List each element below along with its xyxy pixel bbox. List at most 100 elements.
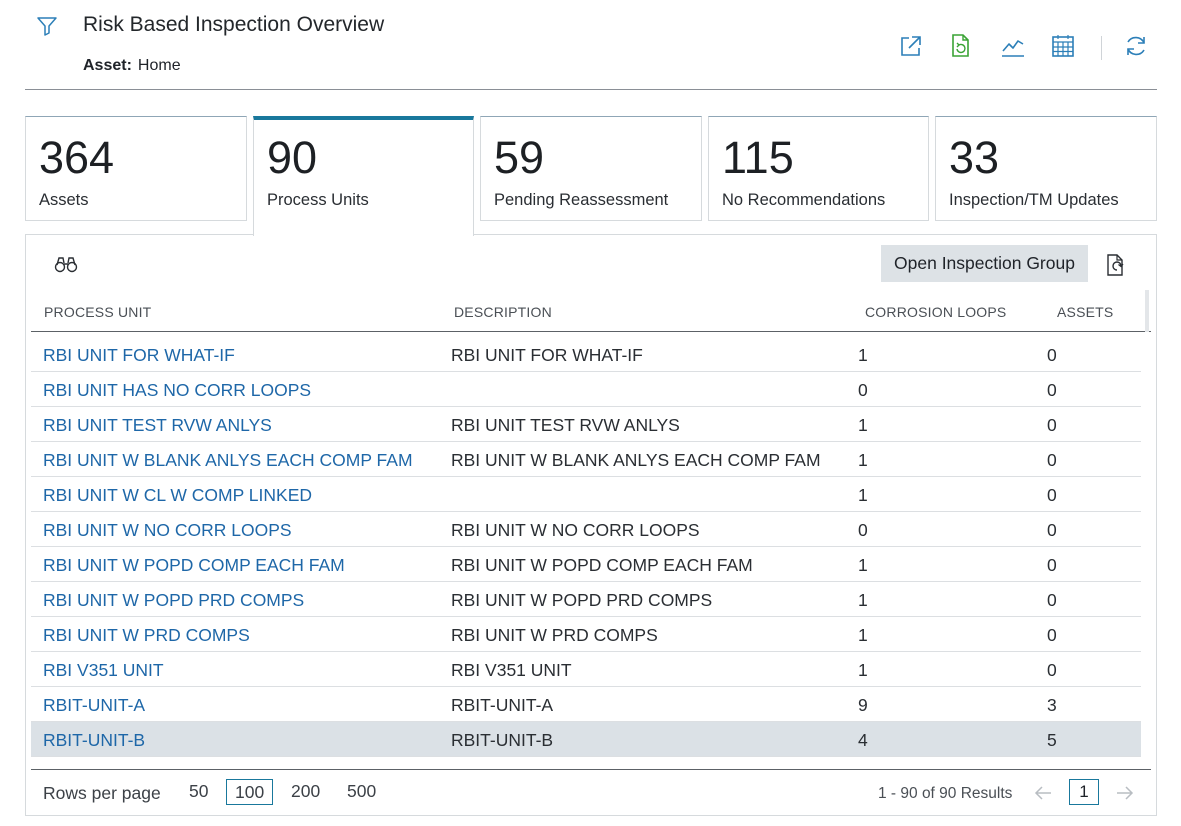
assets-cell: 0 [1047, 345, 1057, 365]
assets-cell: 0 [1047, 380, 1057, 400]
table-row[interactable]: RBI UNIT TEST RVW ANLYS RBI UNIT TEST RV… [31, 407, 1141, 442]
next-page-arrow-icon[interactable] [1114, 782, 1136, 804]
process-unit-link[interactable]: RBI UNIT W POPD PRD COMPS [43, 590, 305, 610]
table-header: PROCESS UNIT DESCRIPTION CORROSION LOOPS… [31, 290, 1151, 332]
export-refresh-icon[interactable] [1105, 253, 1127, 277]
corrosion-loops-cell: 1 [858, 345, 868, 365]
rows-per-page-option-200[interactable]: 200 [291, 781, 321, 801]
asset-label: Asset: [83, 57, 132, 74]
corrosion-loops-cell: 1 [858, 660, 868, 680]
tile-label: No Recommendations [722, 191, 886, 209]
corrosion-loops-cell: 0 [858, 380, 868, 400]
description-cell: RBI UNIT TEST RVW ANLYS [451, 415, 680, 435]
process-unit-link[interactable]: RBI UNIT W NO CORR LOOPS [43, 520, 292, 540]
corrosion-loops-cell: 9 [858, 695, 868, 715]
rows-per-page-option-100[interactable]: 100 [226, 779, 274, 805]
process-units-panel: Open Inspection Group PROCESS UNIT DESCR… [25, 234, 1157, 816]
column-header-description[interactable]: DESCRIPTION [454, 304, 552, 320]
tile-label: Assets [39, 191, 89, 209]
table-row[interactable]: RBIT-UNIT-A RBIT-UNIT-A 9 3 [31, 687, 1141, 722]
results-count: 1 - 90 of 90 Results [878, 785, 1013, 802]
open-external-icon[interactable] [897, 32, 925, 60]
process-unit-link[interactable]: RBI UNIT W CL W COMP LINKED [43, 485, 313, 505]
page-title: Risk Based Inspection Overview [83, 13, 385, 36]
table-row[interactable]: RBI V351 UNIT RBI V351 UNIT 1 0 [31, 652, 1141, 687]
assets-cell: 3 [1047, 695, 1057, 715]
tile-pending-reassessment[interactable]: 59 Pending Reassessment [480, 116, 702, 221]
page-header: Risk Based Inspection Overview Asset: Hom… [25, 0, 1157, 90]
corrosion-loops-cell: 1 [858, 450, 868, 470]
tile-value: 90 [267, 132, 318, 183]
tile-label: Process Units [267, 191, 369, 209]
tile-inspection-tm-updates[interactable]: 33 Inspection/TM Updates [935, 116, 1157, 221]
process-unit-link[interactable]: RBI UNIT TEST RVW ANLYS [43, 415, 272, 435]
tile-assets[interactable]: 364 Assets [25, 116, 247, 221]
description-cell: RBI UNIT W POPD PRD COMPS [451, 590, 713, 610]
tile-process-units[interactable]: 90 Process Units [253, 116, 474, 236]
table-row[interactable]: RBI UNIT W NO CORR LOOPS RBI UNIT W NO C… [31, 512, 1141, 547]
description-cell: RBI UNIT W POPD COMP EACH FAM [451, 555, 753, 575]
rows-per-page-option-50[interactable]: 50 [189, 781, 209, 801]
tile-no-recommendations[interactable]: 115 No Recommendations [708, 116, 929, 221]
tile-value: 115 [722, 132, 794, 183]
tile-value: 59 [494, 132, 545, 183]
assets-cell: 0 [1047, 590, 1057, 610]
corrosion-loops-cell: 1 [858, 485, 868, 505]
corrosion-loops-cell: 1 [858, 625, 868, 645]
description-cell: RBI UNIT W PRD COMPS [451, 625, 658, 645]
table-row[interactable]: RBI UNIT W PRD COMPS RBI UNIT W PRD COMP… [31, 617, 1141, 652]
trend-chart-icon[interactable] [999, 32, 1027, 60]
table-row[interactable]: RBI UNIT W POPD COMP EACH FAM RBI UNIT W… [31, 547, 1141, 582]
table-row-selected[interactable]: RBIT-UNIT-B RBIT-UNIT-B 4 5 [31, 722, 1141, 757]
description-cell: RBI UNIT W BLANK ANLYS EACH COMP FAM [451, 450, 821, 470]
table-row[interactable]: RBI UNIT W CL W COMP LINKED 1 0 [31, 477, 1141, 512]
table-footer: Rows per page 50 100 200 500 1 - 90 of 9… [31, 769, 1151, 813]
toolbar-divider [1101, 36, 1102, 60]
table-row[interactable]: RBI UNIT HAS NO CORR LOOPS 0 0 [31, 372, 1141, 407]
vertical-scrollbar[interactable] [1145, 290, 1149, 332]
column-header-process-unit[interactable]: PROCESS UNIT [44, 304, 152, 320]
open-inspection-group-button[interactable]: Open Inspection Group [881, 245, 1088, 282]
process-unit-link[interactable]: RBI UNIT FOR WHAT-IF [43, 345, 235, 365]
description-cell: RBI UNIT FOR WHAT-IF [451, 345, 643, 365]
description-cell: RBIT-UNIT-B [451, 730, 554, 750]
tile-value: 33 [949, 132, 1000, 183]
binoculars-icon[interactable] [54, 253, 78, 275]
assets-cell: 0 [1047, 625, 1057, 645]
process-unit-link[interactable]: RBI UNIT HAS NO CORR LOOPS [43, 380, 312, 400]
refresh-icon[interactable] [1122, 32, 1150, 60]
rows-per-page-option-500[interactable]: 500 [347, 781, 377, 801]
assets-cell: 0 [1047, 415, 1057, 435]
assets-cell: 0 [1047, 660, 1057, 680]
asset-value: Home [137, 57, 181, 74]
prev-page-arrow-icon[interactable] [1032, 782, 1054, 804]
table-row[interactable]: RBI UNIT FOR WHAT-IF RBI UNIT FOR WHAT-I… [31, 337, 1141, 372]
refresh-sheet-icon[interactable] [947, 32, 975, 60]
corrosion-loops-cell: 1 [858, 590, 868, 610]
corrosion-loops-cell: 0 [858, 520, 868, 540]
current-page[interactable]: 1 [1069, 779, 1099, 805]
assets-cell: 0 [1047, 555, 1057, 575]
assets-cell: 0 [1047, 450, 1057, 470]
tile-value: 364 [39, 132, 115, 183]
process-unit-link[interactable]: RBI UNIT W BLANK ANLYS EACH COMP FAM [43, 450, 413, 470]
column-header-assets[interactable]: ASSETS [1057, 304, 1114, 320]
process-unit-link[interactable]: RBI UNIT W PRD COMPS [43, 625, 250, 645]
corrosion-loops-cell: 1 [858, 555, 868, 575]
process-unit-link[interactable]: RBI UNIT W POPD COMP EACH FAM [43, 555, 345, 575]
table-body: RBI UNIT FOR WHAT-IF RBI UNIT FOR WHAT-I… [31, 337, 1141, 757]
calendar-icon[interactable] [1049, 32, 1077, 60]
tile-label: Inspection/TM Updates [949, 191, 1119, 209]
corrosion-loops-cell: 4 [858, 730, 868, 750]
table-row[interactable]: RBI UNIT W BLANK ANLYS EACH COMP FAM RBI… [31, 442, 1141, 477]
column-header-corrosion-loops[interactable]: CORROSION LOOPS [865, 304, 1007, 320]
process-unit-link[interactable]: RBI V351 UNIT [43, 660, 164, 680]
asset-context: Asset: Home [83, 57, 181, 75]
filter-icon[interactable] [35, 14, 59, 38]
process-unit-link[interactable]: RBIT-UNIT-B [43, 730, 146, 750]
assets-cell: 0 [1047, 520, 1057, 540]
table-row[interactable]: RBI UNIT W POPD PRD COMPS RBI UNIT W POP… [31, 582, 1141, 617]
description-cell: RBIT-UNIT-A [451, 695, 554, 715]
process-unit-link[interactable]: RBIT-UNIT-A [43, 695, 146, 715]
